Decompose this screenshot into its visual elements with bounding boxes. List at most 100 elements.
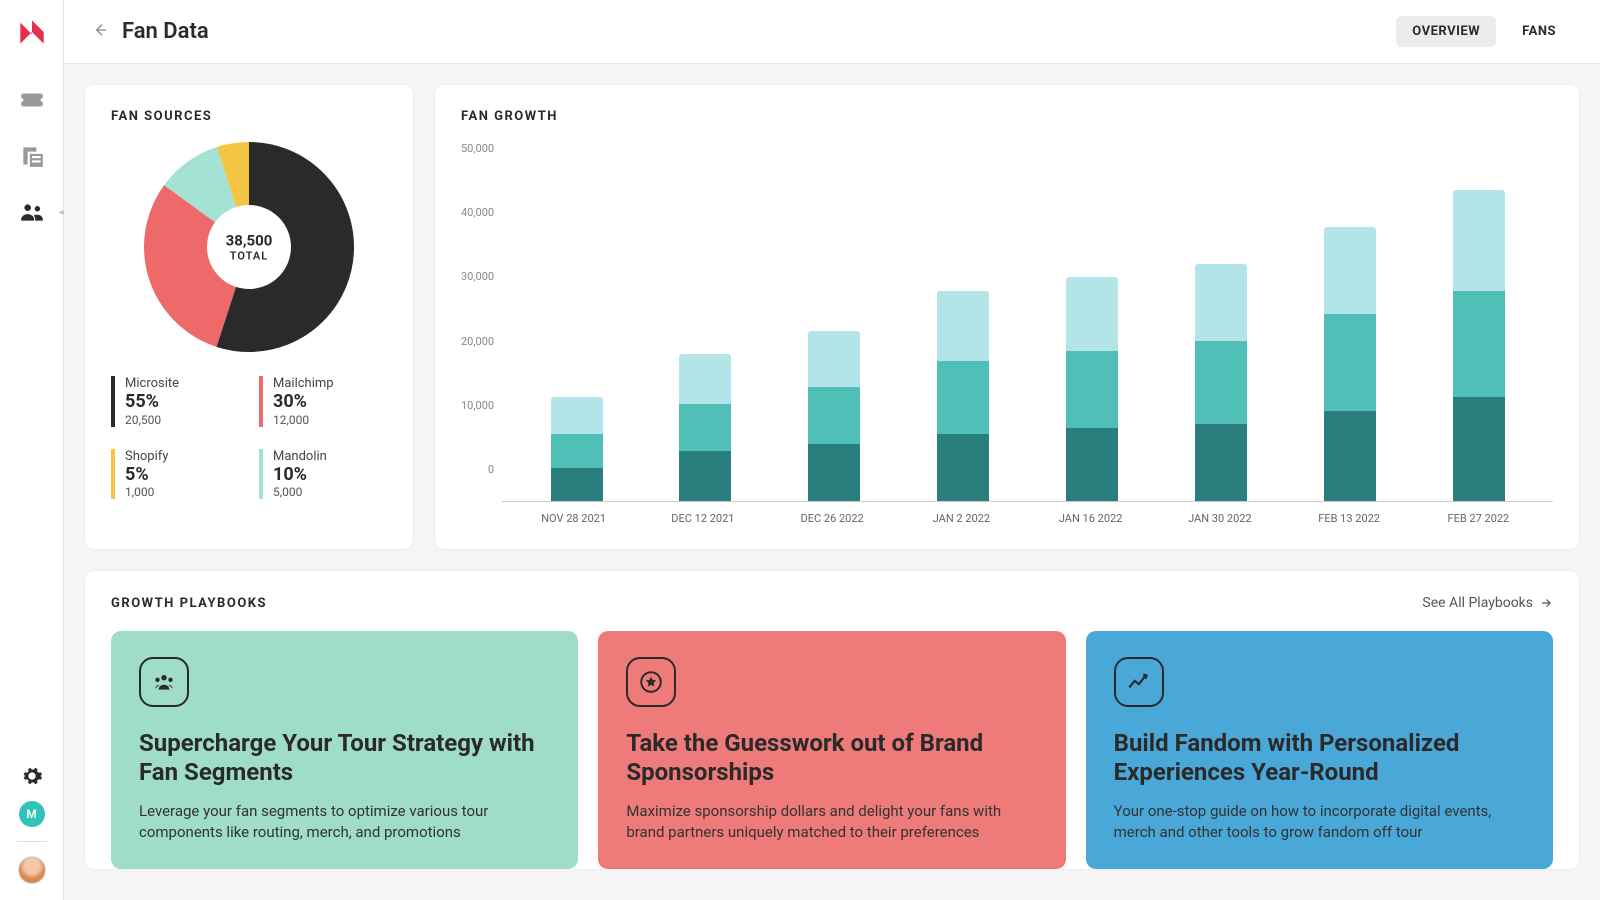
x-tick: JAN 16 2022 bbox=[1051, 512, 1131, 525]
bar-segment bbox=[1066, 351, 1118, 428]
playbook-title: Supercharge Your Tour Strategy with Fan … bbox=[139, 729, 550, 787]
bar-segment bbox=[808, 387, 860, 444]
legend-item: Mailchimp30%12,000 bbox=[259, 376, 387, 427]
legend-count: 20,500 bbox=[125, 413, 239, 427]
bar-segment bbox=[937, 291, 989, 361]
bar-segment bbox=[679, 354, 731, 404]
tickets-icon[interactable] bbox=[18, 86, 46, 114]
legend-name: Microsite bbox=[125, 376, 239, 391]
bar-segment bbox=[551, 434, 603, 467]
bar-segment bbox=[808, 331, 860, 388]
bar bbox=[1449, 190, 1509, 501]
bar-segment bbox=[1324, 411, 1376, 501]
legend-count: 12,000 bbox=[273, 413, 387, 427]
tab-group: OVERVIEW FANS bbox=[1396, 16, 1572, 47]
x-tick: FEB 13 2022 bbox=[1309, 512, 1389, 525]
bar-segment bbox=[937, 361, 989, 434]
y-tick: 20,000 bbox=[461, 335, 494, 348]
bar-segment bbox=[1453, 291, 1505, 398]
bar bbox=[1191, 264, 1251, 501]
legend-pct: 30% bbox=[273, 391, 387, 413]
legend-name: Shopify bbox=[125, 449, 239, 464]
x-tick: DEC 12 2021 bbox=[663, 512, 743, 525]
playbook-title: Take the Guesswork out of Brand Sponsors… bbox=[626, 729, 1037, 787]
main: Fan Data OVERVIEW FANS FAN SOURCES 38,500… bbox=[64, 0, 1600, 900]
user-avatar[interactable] bbox=[18, 856, 46, 884]
star-badge-icon bbox=[626, 657, 676, 707]
x-tick: NOV 28 2021 bbox=[534, 512, 614, 525]
bar bbox=[1320, 227, 1380, 501]
playbook-desc: Your one-stop guide on how to incorporat… bbox=[1114, 801, 1525, 843]
legend-pct: 5% bbox=[125, 464, 239, 486]
y-tick: 50,000 bbox=[461, 142, 494, 155]
legend-item: Shopify5%1,000 bbox=[111, 449, 239, 500]
playbook-title: Build Fandom with Personalized Experienc… bbox=[1114, 729, 1525, 787]
legend-pct: 55% bbox=[125, 391, 239, 413]
page-title: Fan Data bbox=[122, 19, 209, 44]
bar-segment bbox=[1453, 397, 1505, 501]
settings-icon[interactable] bbox=[21, 765, 43, 787]
back-arrow-icon[interactable] bbox=[92, 22, 108, 42]
playbook-grid: Supercharge Your Tour Strategy with Fan … bbox=[111, 631, 1553, 869]
bar bbox=[1062, 277, 1122, 501]
trend-icon bbox=[1114, 657, 1164, 707]
fan-sources-legend: Microsite55%20,500 Mailchimp30%12,000 Shop… bbox=[111, 376, 387, 499]
bar bbox=[804, 331, 864, 501]
playbooks-card: GROWTH PLAYBOOKS See All Playbooks Super… bbox=[84, 570, 1580, 870]
y-tick: 0 bbox=[488, 463, 494, 476]
finance-icon[interactable] bbox=[18, 142, 46, 170]
legend-item: Mandolin10%5,000 bbox=[259, 449, 387, 500]
playbook-desc: Maximize sponsorship dollars and delight… bbox=[626, 801, 1037, 843]
legend-count: 5,000 bbox=[273, 485, 387, 499]
bar-segment bbox=[808, 444, 860, 501]
bar-segment bbox=[1324, 227, 1376, 314]
playbook-desc: Leverage your fan segments to optimize v… bbox=[139, 801, 550, 843]
playbooks-title: GROWTH PLAYBOOKS bbox=[111, 596, 267, 611]
fan-sources-donut: 38,500 TOTAL bbox=[144, 142, 354, 352]
bar-segment bbox=[1324, 314, 1376, 411]
playbook-card[interactable]: Take the Guesswork out of Brand Sponsors… bbox=[598, 631, 1065, 869]
donut-total-value: 38,500 bbox=[226, 232, 273, 250]
bar-segment bbox=[679, 404, 731, 451]
legend-count: 1,000 bbox=[125, 485, 239, 499]
see-all-playbooks-link[interactable]: See All Playbooks bbox=[1422, 595, 1553, 611]
logo-icon bbox=[18, 18, 46, 46]
y-tick: 40,000 bbox=[461, 206, 494, 219]
bar-segment bbox=[1195, 341, 1247, 425]
bar-segment bbox=[1453, 190, 1505, 290]
fan-growth-title: FAN GROWTH bbox=[461, 109, 1553, 124]
topbar: Fan Data OVERVIEW FANS bbox=[64, 0, 1600, 64]
donut-total-label: TOTAL bbox=[226, 250, 273, 263]
tab-overview[interactable]: OVERVIEW bbox=[1396, 16, 1496, 47]
x-tick: FEB 27 2022 bbox=[1438, 512, 1518, 525]
fan-sources-card: FAN SOURCES 38,500 TOTAL Microsite55%20,… bbox=[84, 84, 414, 550]
bar-segment bbox=[1066, 277, 1118, 350]
y-axis: 50,000 40,000 30,000 20,000 10,000 0 bbox=[461, 142, 502, 502]
fans-icon[interactable] bbox=[18, 198, 46, 226]
legend-name: Mandolin bbox=[273, 449, 387, 464]
groups-icon bbox=[139, 657, 189, 707]
bar-segment bbox=[551, 468, 603, 501]
bar-segment bbox=[937, 434, 989, 501]
y-tick: 30,000 bbox=[461, 270, 494, 283]
x-tick: DEC 26 2022 bbox=[792, 512, 872, 525]
legend-pct: 10% bbox=[273, 464, 387, 486]
divider bbox=[17, 841, 47, 842]
tab-fans[interactable]: FANS bbox=[1506, 16, 1572, 47]
x-tick: JAN 2 2022 bbox=[921, 512, 1001, 525]
x-tick: JAN 30 2022 bbox=[1180, 512, 1260, 525]
bar bbox=[933, 291, 993, 501]
workspace-avatar[interactable]: M bbox=[19, 801, 45, 827]
see-all-label: See All Playbooks bbox=[1422, 595, 1533, 611]
arrow-right-icon bbox=[1539, 596, 1553, 610]
y-tick: 10,000 bbox=[461, 399, 494, 412]
playbook-card[interactable]: Build Fandom with Personalized Experienc… bbox=[1086, 631, 1553, 869]
bar-segment bbox=[1066, 428, 1118, 501]
bar bbox=[547, 397, 607, 501]
bar bbox=[675, 354, 735, 501]
sidebar: M bbox=[0, 0, 64, 900]
chart-body bbox=[502, 142, 1553, 502]
playbook-card[interactable]: Supercharge Your Tour Strategy with Fan … bbox=[111, 631, 578, 869]
x-axis: NOV 28 2021 DEC 12 2021 DEC 26 2022 JAN 2 2… bbox=[461, 502, 1553, 525]
bar-segment bbox=[1195, 264, 1247, 341]
